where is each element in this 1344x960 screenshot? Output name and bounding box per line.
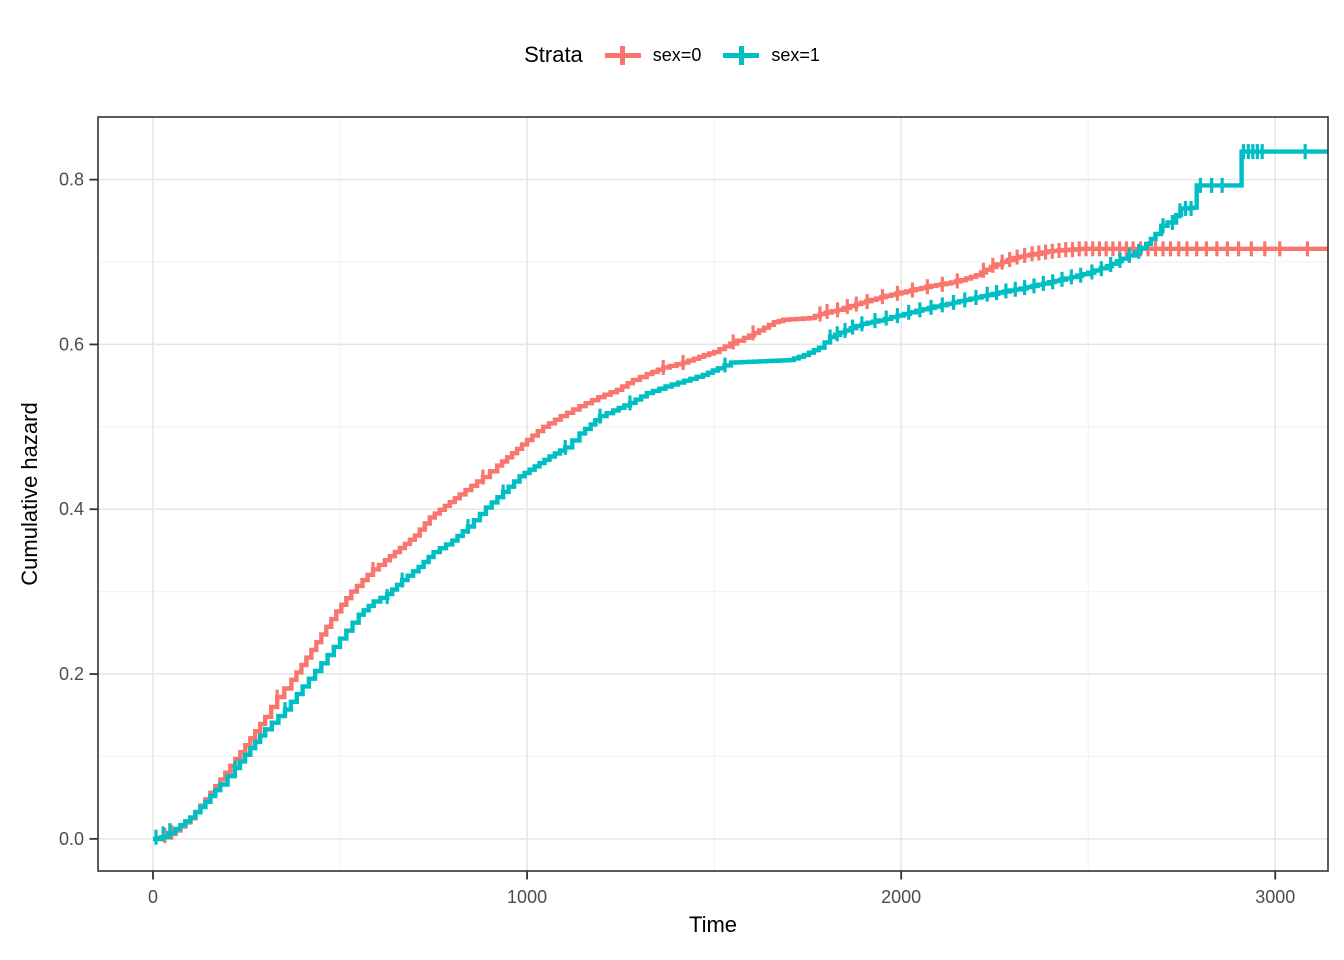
plus-marker-vbar	[620, 45, 626, 65]
x-tick-label: 3000	[1255, 887, 1295, 907]
legend-title: Strata	[524, 42, 583, 67]
axis-ticks: 0 1000 2000 3000 0.0 0.2 0.4 0.6 0.8	[59, 170, 1295, 907]
y-tick-label: 0.6	[59, 334, 84, 354]
censor-marks-sex0	[163, 241, 1310, 844]
y-tick-label: 0.0	[59, 829, 84, 849]
y-tick-label: 0.2	[59, 664, 84, 684]
panel-border	[97, 116, 1329, 872]
plus-marker-vbar	[738, 45, 744, 65]
x-axis-title: Time	[688, 912, 738, 937]
x-tick-label: 2000	[881, 887, 921, 907]
legend: Strata sex=0 sex=1	[0, 36, 1344, 74]
legend-label-sex0: sex=0	[652, 44, 702, 65]
plus-marker-icon-sex0	[604, 45, 641, 65]
y-axis-title: Cumulative hazard	[17, 402, 42, 586]
plus-marker-icon-sex1	[723, 45, 760, 65]
legend-item-sex0: sex=0	[604, 44, 702, 66]
legend-item-sex1: sex=1	[723, 45, 820, 66]
gridlines	[98, 117, 1328, 871]
x-tick-label: 0	[148, 887, 158, 907]
curve-sex1	[153, 149, 1328, 842]
censor-marks-sex1	[154, 144, 1307, 845]
x-tick-label: 1000	[507, 887, 547, 907]
y-tick-label: 0.4	[59, 499, 84, 519]
curve-sex0	[153, 246, 1328, 842]
panel-background	[98, 117, 1328, 871]
legend-label-sex1: sex=1	[771, 44, 820, 65]
y-tick-label: 0.8	[59, 170, 84, 190]
series-layer	[153, 144, 1328, 845]
